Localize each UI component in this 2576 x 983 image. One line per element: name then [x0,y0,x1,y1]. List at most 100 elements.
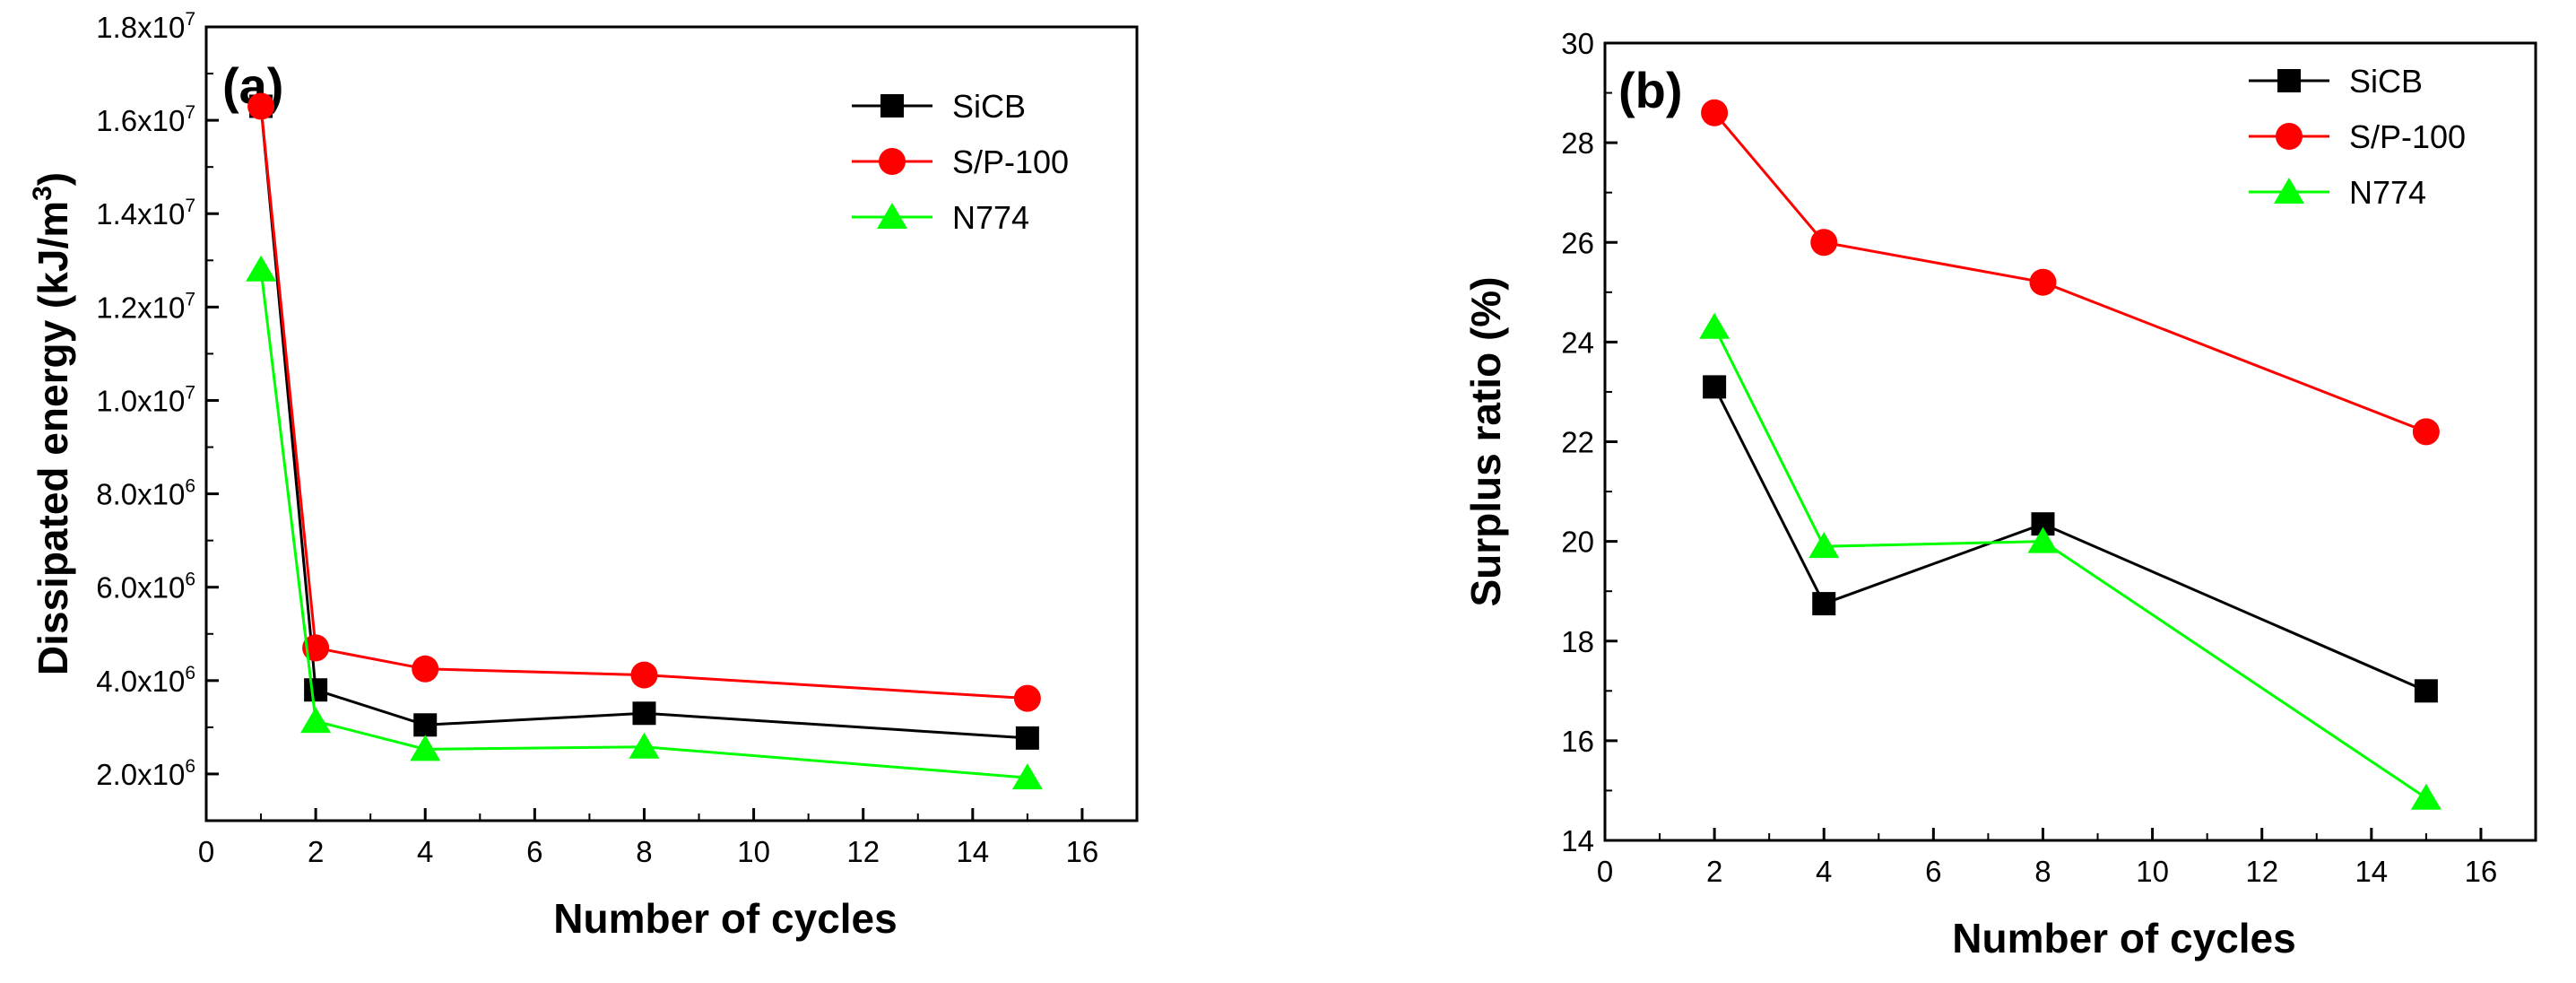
legend-label: N774 [2349,174,2426,211]
data-point [1015,726,1039,750]
legend-marker [2274,178,2304,204]
y-tick-label: 14 [1561,824,1594,857]
legend-entry: SiCB [852,88,1026,125]
y-axis-title: Dissipated energy (kJ/m3) [28,172,76,675]
y-tick-label: 6.0x106 [96,570,195,605]
series-line [1713,386,2427,692]
series-line [259,269,1028,779]
x-tick-label: 0 [1597,855,1613,888]
y-tick-label: 1.2x107 [96,289,195,324]
x-tick-label: 10 [2136,855,2169,888]
data-point [1011,763,1043,790]
y-tick-label: 22 [1561,426,1594,459]
y-tick-label: 16 [1561,725,1594,758]
x-tick-label: 14 [2355,855,2388,888]
x-tick-label: 2 [308,835,324,868]
legend-entry: SiCB [2249,63,2423,100]
data-point [1808,532,1840,559]
legend-marker [2276,123,2303,150]
y-tick-label: 1.8x107 [96,9,195,44]
legend-marker [2277,69,2301,92]
y-tick-label: 1.6x107 [96,102,195,137]
data-point [2410,783,2442,810]
data-point [300,707,332,734]
y-tick-label: 1.0x107 [96,382,195,417]
legend-label: SiCB [2349,63,2423,100]
y-tick-label: 30 [1561,27,1594,60]
x-tick-label: 2 [1706,855,1722,888]
legend-label: S/P-100 [952,144,1069,180]
legend-marker [879,148,906,175]
data-point [630,661,658,689]
data-point [1810,229,1838,257]
x-tick-label: 12 [846,835,880,868]
y-tick-label: 4.0x106 [96,663,195,698]
y-tick-label: 2.0x106 [96,756,195,791]
y-tick-label: 1.4x107 [96,196,195,231]
y-tick-label: 20 [1561,526,1594,559]
x-tick-label: 6 [1925,855,1941,888]
data-point [247,92,275,120]
data-point [1812,592,1836,616]
x-tick-label: 16 [1066,835,1099,868]
data-point [412,655,439,683]
chart-panel-a: 0 2 4 6 8 10 12 14 16 2.0x106 4.0x106 6.0x106 8.0x10… [28,9,1139,942]
legend-entry: N774 [852,199,1029,236]
series-n774 [1699,312,2442,810]
series-line [1713,326,2427,800]
x-tick-label: 0 [198,835,214,868]
legend-entry: S/P-100 [852,144,1069,180]
y-tick-label: 24 [1561,326,1594,359]
data-point [246,255,277,282]
data-point [1703,375,1727,399]
legend-label: N774 [952,199,1029,236]
y-tick-label: 18 [1561,625,1594,658]
series-n774 [246,255,1043,790]
x-tick-label: 8 [2034,855,2051,888]
data-point [304,678,328,702]
panel-label: (b) [1618,62,1683,118]
x-tick-label: 16 [2465,855,2498,888]
data-point [2027,526,2059,553]
legend-label: S/P-100 [2349,118,2466,155]
x-axis-title: Number of cycles [553,895,897,942]
y-axis-title: Surplus ratio (%) [1462,276,1509,606]
y-tick-label: 26 [1561,226,1594,259]
data-point [1699,312,1730,339]
data-point [1013,684,1041,712]
plot-frame [204,25,1139,822]
x-tick-label: 14 [956,835,989,868]
x-tick-label: 8 [636,835,652,868]
y-tick-label: 28 [1561,126,1594,160]
series-sicb [1703,375,2438,703]
data-point [2414,679,2438,703]
x-axis-title: Number of cycles [1952,915,2295,961]
series-sicb [249,94,1039,750]
x-tick-label: 6 [526,835,542,868]
x-tick-label: 10 [737,835,770,868]
data-point [410,735,441,761]
x-tick-label: 4 [1816,855,1832,888]
series-line [259,106,1028,740]
x-tick-label: 4 [417,835,433,868]
data-point [629,732,660,759]
legend-marker [877,203,907,229]
data-point [2029,268,2057,296]
plot-frame [1603,41,2537,842]
series-s-p-100 [1701,99,2440,446]
x-tick-label: 12 [2245,855,2278,888]
series-line [259,106,1028,700]
data-point [413,713,438,737]
legend-label: SiCB [952,88,1026,125]
legend-entry: N774 [2249,174,2426,211]
data-point [2412,418,2440,446]
series-line [1713,111,2427,433]
legend-marker [880,94,904,117]
data-point [1701,99,1729,126]
data-point [632,701,656,726]
legend-entry: S/P-100 [2249,118,2466,155]
series-s-p-100 [247,92,1041,712]
y-tick-label: 8.0x106 [96,476,195,511]
